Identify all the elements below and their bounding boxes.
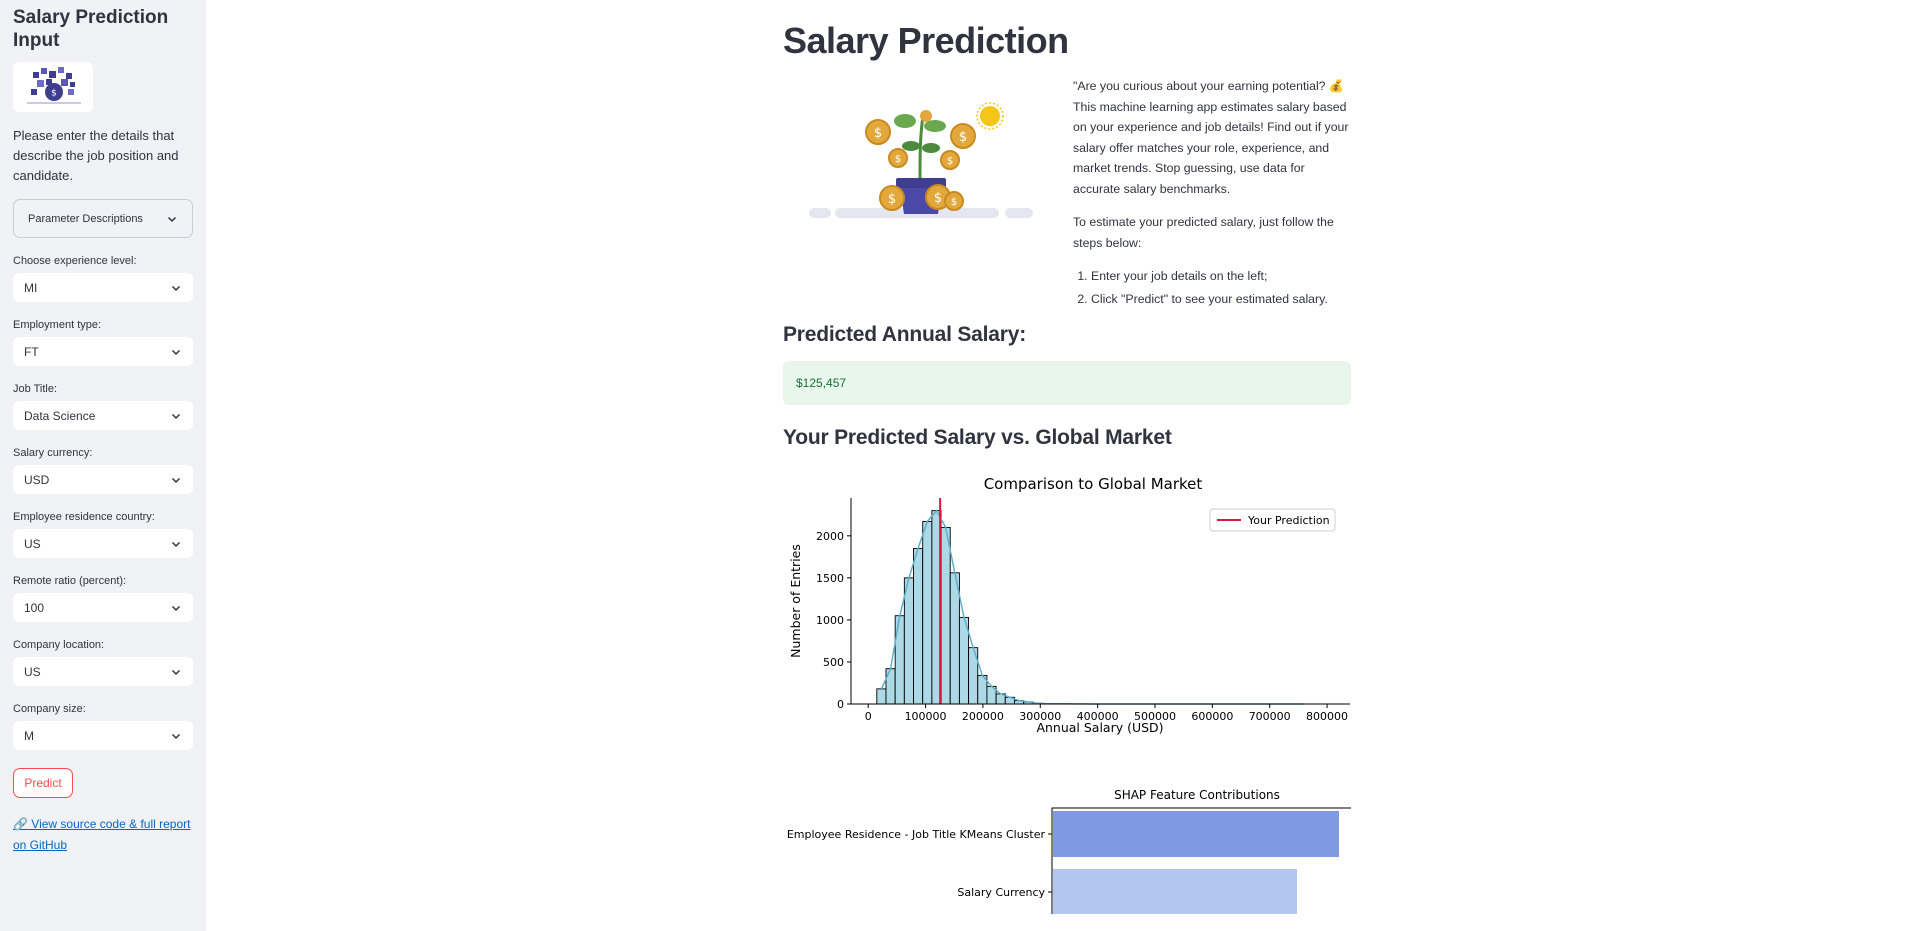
histogram-bar — [949, 572, 960, 705]
step-item: Enter your job details on the left; — [1091, 266, 1351, 287]
remote-ratio-value: 100 — [24, 600, 45, 615]
x-tick-label: 100000 — [905, 710, 947, 723]
salary-currency-select[interactable]: USD — [13, 465, 193, 494]
main-content: Salary Prediction $ $ $ — [783, 0, 1351, 914]
experience-level-label: Choose experience level: — [13, 255, 137, 267]
company-size-value: M — [24, 728, 34, 743]
chevron-down-icon — [171, 541, 181, 547]
steps-intro: To estimate your predicted salary, just … — [1073, 215, 1334, 250]
parameter-descriptions-expander[interactable]: Parameter Descriptions — [13, 199, 193, 238]
money-plant-illustration: $ $ $ $ $ $ $ — [783, 76, 1073, 226]
predicted-salary-heading: Predicted Annual Salary: — [783, 323, 1026, 346]
x-tick-label: 400000 — [1077, 710, 1119, 723]
chevron-down-icon — [167, 216, 177, 222]
y-tick-label: 1500 — [816, 572, 844, 585]
shap-bar-chart: SHAP Feature Contributions Employee Resi… — [787, 788, 1351, 914]
histogram-bar — [922, 521, 933, 705]
shap-chart-title: SHAP Feature Contributions — [1114, 788, 1280, 802]
comparison-histogram-chart: Comparison to Global Market 0 100000 20000… — [788, 475, 1350, 735]
money-logo: $ — [13, 62, 93, 112]
shap-bar — [1053, 811, 1339, 857]
intro-section: $ $ $ $ $ $ $ "Are you curious about you… — [783, 76, 1351, 311]
chart-title: Comparison to Global Market — [984, 475, 1203, 493]
histogram-bar — [885, 668, 896, 705]
x-tick-label: 200000 — [962, 710, 1004, 723]
job-title-value: Data Science — [24, 408, 96, 423]
svg-text:$: $ — [888, 192, 896, 207]
intro-paragraph: "Are you curious about your earning pote… — [1073, 79, 1349, 196]
residence-country-select[interactable]: US — [13, 529, 193, 558]
histogram-bar — [903, 577, 914, 705]
predict-button[interactable]: Predict — [13, 768, 73, 798]
svg-text:$: $ — [51, 89, 57, 99]
svg-text:$: $ — [874, 126, 882, 141]
x-tick-label: 700000 — [1249, 710, 1291, 723]
employment-type-label: Employment type: — [13, 319, 102, 331]
x-tick-label: 800000 — [1306, 710, 1348, 723]
svg-text:$: $ — [934, 191, 942, 206]
shap-bar — [1053, 869, 1297, 914]
salary-currency-label: Salary currency: — [13, 447, 93, 459]
employment-type-value: FT — [24, 344, 39, 359]
y-tick-label: 500 — [823, 656, 844, 669]
job-title-label: Job Title: — [13, 383, 58, 395]
residence-country-value: US — [24, 536, 41, 551]
money-logo-icon: $ — [27, 67, 81, 104]
histogram-bar — [940, 526, 951, 705]
chevron-down-icon — [171, 605, 181, 611]
intro-text: "Are you curious about your earning pote… — [1073, 76, 1351, 311]
company-size-label: Company size: — [13, 703, 86, 715]
company-location-label: Company location: — [13, 639, 105, 651]
y-tick-label: 1000 — [816, 614, 844, 627]
step-item: Click "Predict" to see your estimated sa… — [1091, 289, 1351, 310]
page-title: Salary Prediction — [783, 20, 1069, 61]
y-tick-label: 2000 — [816, 530, 844, 543]
remote-ratio-select[interactable]: 100 — [13, 593, 193, 622]
predicted-salary-value: $125,457 — [783, 361, 1351, 405]
legend-label: Your Prediction — [1247, 514, 1330, 527]
histogram-bar — [894, 615, 905, 705]
shap-plot-frame — [1051, 807, 1351, 914]
chevron-down-icon — [171, 733, 181, 739]
svg-text:$: $ — [959, 130, 967, 145]
remote-ratio-label: Remote ratio (percent): — [13, 575, 127, 587]
job-title-select[interactable]: Data Science — [13, 401, 193, 430]
y-axis-label: Number of Entries — [788, 544, 803, 658]
sidebar-title: Salary Prediction Input — [13, 7, 169, 51]
x-tick-label: 600000 — [1191, 710, 1233, 723]
shap-category-label: Salary Currency — [957, 886, 1045, 899]
svg-text:$: $ — [895, 154, 901, 165]
money-plant-icon: $ $ $ $ $ $ $ — [809, 102, 1033, 218]
chevron-down-icon — [171, 477, 181, 483]
github-link[interactable]: 🔗 View source code & full report on GitH… — [13, 817, 191, 852]
company-size-select[interactable]: M — [13, 721, 193, 750]
y-tick-label: 0 — [837, 698, 844, 711]
histogram-bar — [876, 688, 887, 705]
x-tick-label: 500000 — [1134, 710, 1176, 723]
sidebar-intro: Please enter the details that describe t… — [13, 128, 179, 183]
salary-currency-value: USD — [24, 472, 50, 487]
company-location-value: US — [24, 664, 41, 679]
steps-list: Enter your job details on the left; Clic… — [1073, 266, 1351, 309]
svg-text:$: $ — [947, 156, 953, 167]
x-axis-label: Annual Salary (USD) — [1036, 720, 1163, 735]
histogram-bar — [913, 547, 924, 705]
expander-label: Parameter Descriptions — [28, 212, 143, 225]
chevron-down-icon — [171, 285, 181, 291]
employment-type-select[interactable]: FT — [13, 337, 193, 366]
x-tick-label: 300000 — [1019, 710, 1061, 723]
chevron-down-icon — [171, 413, 181, 419]
shap-category-label: Employee Residence - Job Title KMeans Cl… — [787, 828, 1046, 841]
company-location-select[interactable]: US — [13, 657, 193, 686]
chart-legend: Your Prediction — [1209, 508, 1336, 532]
chevron-down-icon — [171, 669, 181, 675]
experience-level-select[interactable]: MI — [13, 273, 193, 302]
experience-level-value: MI — [24, 280, 38, 295]
chevron-down-icon — [171, 349, 181, 355]
svg-text:$: $ — [951, 197, 957, 208]
residence-country-label: Employee residence country: — [13, 511, 155, 523]
x-tick-label: 0 — [865, 710, 872, 723]
sidebar: Salary Prediction Input $ Please enter t… — [0, 0, 206, 931]
comparison-heading: Your Predicted Salary vs. Global Market — [783, 426, 1172, 449]
